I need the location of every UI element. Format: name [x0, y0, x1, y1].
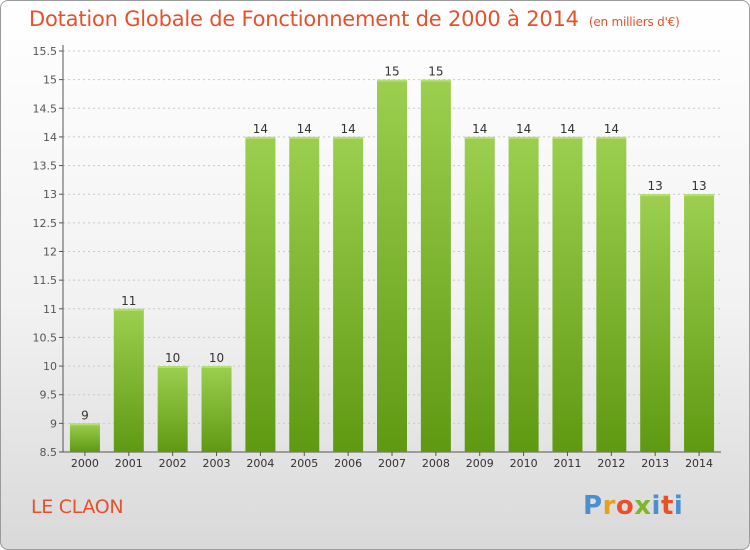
x-tick-label: 2005 [290, 457, 318, 470]
bar-value-label: 13 [648, 179, 663, 193]
x-tick-label: 2009 [466, 457, 494, 470]
bar-value-label: 14 [560, 122, 575, 136]
x-tick-label: 2011 [553, 457, 581, 470]
bar-value-label: 14 [516, 122, 531, 136]
bar-highlight [684, 194, 715, 197]
x-tick-label: 2006 [334, 457, 362, 470]
commune-name: LE CLAON [31, 496, 124, 518]
y-tick-label: 9 [50, 417, 57, 430]
bar-highlight [377, 79, 407, 82]
bar [464, 136, 495, 452]
bar [377, 79, 407, 453]
title-text: Dotation Globale de Fonctionnement de 20… [29, 7, 579, 31]
bar [333, 136, 364, 452]
bar-highlight [289, 136, 320, 139]
y-tick-label: 15.5 [33, 45, 58, 58]
bar [508, 136, 539, 452]
x-tick-label: 2001 [115, 457, 143, 470]
title-unit: (en milliers d'€) [588, 15, 680, 29]
bar [552, 136, 583, 452]
bar-highlight [113, 308, 144, 311]
y-tick-label: 10.5 [33, 331, 58, 344]
bar [640, 194, 671, 452]
bar-value-label: 13 [691, 179, 706, 193]
y-tick-label: 14.5 [33, 102, 58, 115]
bar [69, 423, 100, 452]
bar-highlight [464, 136, 495, 139]
bar-highlight [640, 194, 671, 197]
y-tick-label: 12 [43, 246, 57, 259]
bar-value-label: 9 [81, 408, 89, 422]
y-tick-label: 11 [43, 303, 57, 316]
y-tick-label: 13 [43, 188, 57, 201]
bar-value-label: 14 [297, 122, 312, 136]
bar-value-label: 15 [428, 65, 443, 79]
bar-highlight [552, 136, 583, 139]
y-tick-label: 13.5 [33, 160, 58, 173]
x-tick-label: 2007 [378, 457, 406, 470]
bar-value-label: 10 [165, 351, 180, 365]
bar [684, 194, 715, 452]
bar-highlight [508, 136, 539, 139]
bar-highlight [201, 366, 232, 369]
y-tick-label: 14 [43, 131, 57, 144]
x-tick-label: 2012 [597, 457, 625, 470]
y-tick-label: 12.5 [33, 217, 58, 230]
x-tick-label: 2008 [422, 457, 450, 470]
bar [245, 136, 276, 452]
bar-highlight [69, 423, 100, 426]
x-tick-label: 2013 [641, 457, 669, 470]
x-tick-label: 2014 [685, 457, 713, 470]
bar [289, 136, 320, 452]
x-tick-label: 2000 [71, 457, 99, 470]
bar-value-label: 10 [209, 351, 224, 365]
x-tick-label: 2002 [159, 457, 187, 470]
proxiti-logo: Proxiti [583, 491, 684, 521]
x-tick-label: 2004 [246, 457, 274, 470]
y-tick-label: 15 [43, 74, 57, 87]
bar [113, 308, 144, 452]
bar [201, 366, 232, 452]
bar-value-label: 14 [472, 122, 487, 136]
bar-value-label: 14 [604, 122, 619, 136]
y-tick-label: 8.5 [40, 446, 58, 459]
bar-highlight [596, 136, 627, 139]
bar [420, 79, 451, 453]
bar-value-label: 14 [340, 122, 355, 136]
x-tick-label: 2010 [510, 457, 538, 470]
y-tick-label: 10 [43, 360, 57, 373]
y-tick-label: 11.5 [33, 274, 58, 287]
x-tick-label: 2003 [203, 457, 231, 470]
bar-value-label: 11 [121, 294, 136, 308]
bar-highlight [333, 136, 364, 139]
y-tick-label: 9.5 [40, 389, 58, 402]
bar-value-label: 14 [253, 122, 268, 136]
chart-title: Dotation Globale de Fonctionnement de 20… [29, 7, 680, 31]
bar-value-label: 15 [384, 65, 399, 79]
bar-highlight [420, 79, 451, 82]
bar [157, 366, 188, 452]
bar-highlight [157, 366, 188, 369]
bar-highlight [245, 136, 276, 139]
bar [596, 136, 627, 452]
